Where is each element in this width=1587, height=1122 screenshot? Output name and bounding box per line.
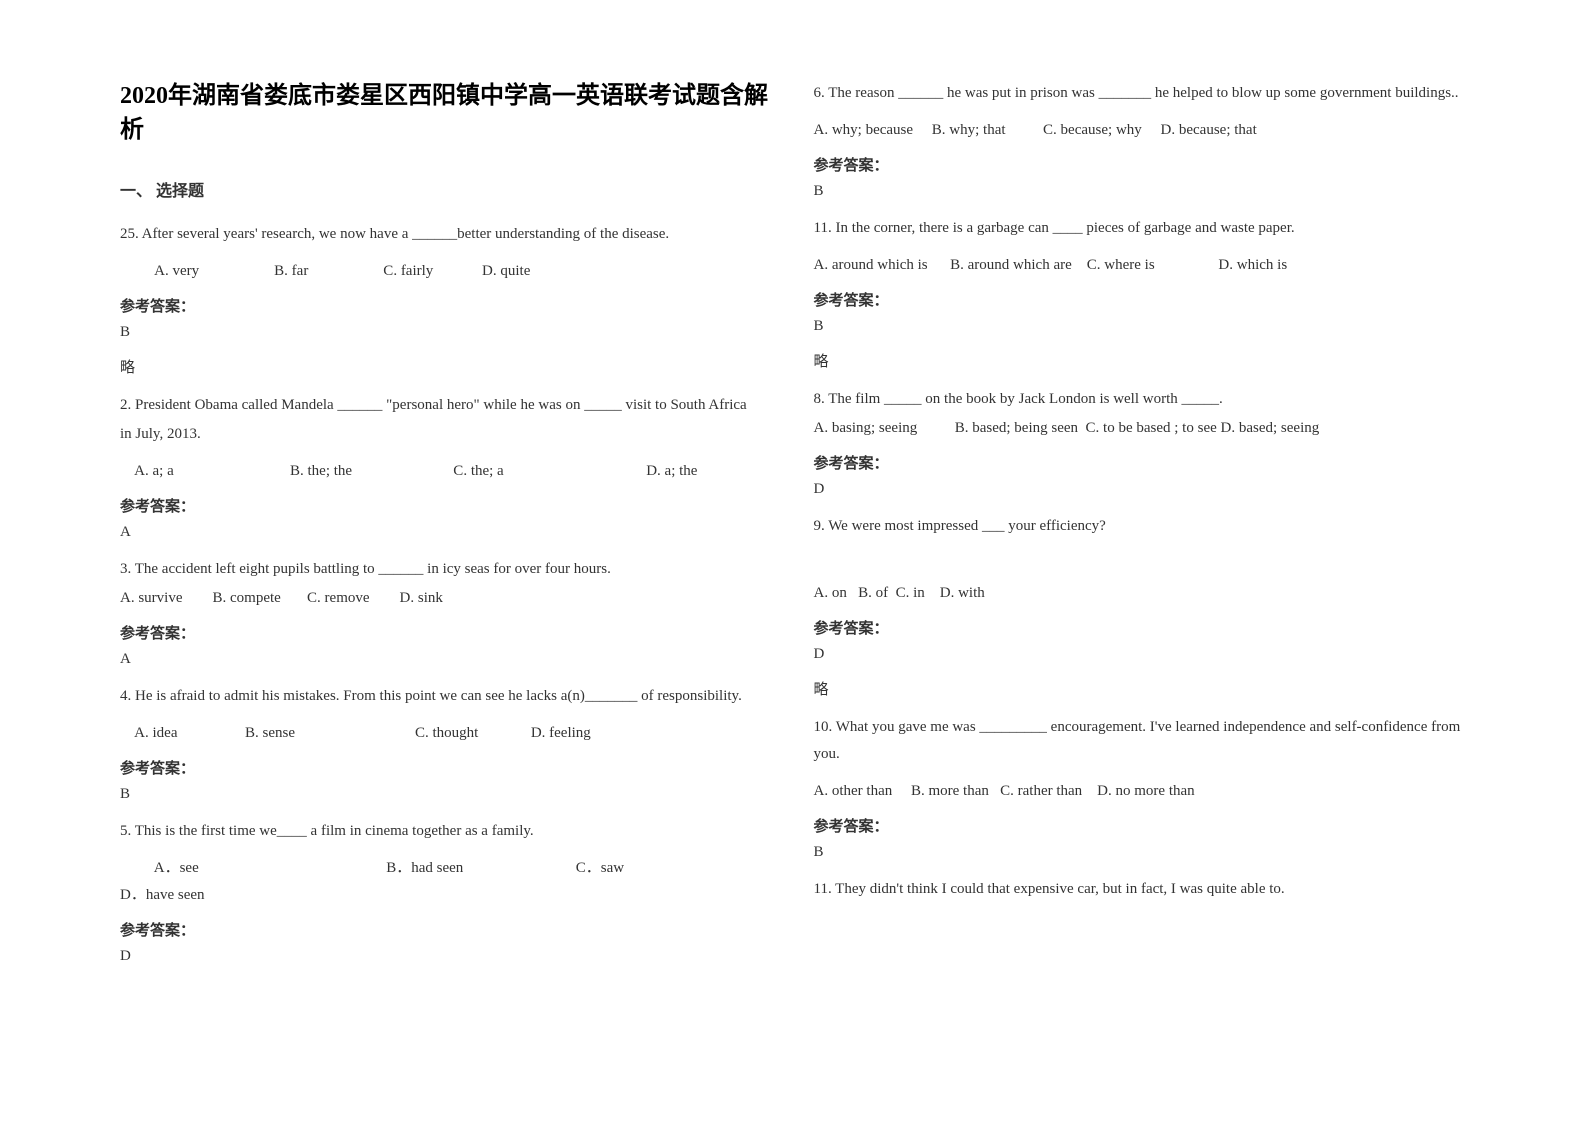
q8-text: 8. The film _____ on the book by Jack Lo…: [814, 386, 1468, 413]
q2-options: A. a; a B. the; the C. the; a D. a; the: [120, 458, 774, 485]
q5-options: A．see B．had seen C．saw D．have seen: [120, 855, 774, 909]
q3-answer: A: [120, 651, 774, 668]
q11a-answer-label: 参考答案：: [814, 289, 1468, 310]
page-title: 2020年湖南省娄底市娄星区西阳镇中学高一英语联考试题含解析: [120, 80, 774, 147]
q8-answer-label: 参考答案：: [814, 452, 1468, 473]
q2-answer: A: [120, 524, 774, 541]
spacer: [814, 550, 1468, 580]
q10-text: 10. What you gave me was _________ encou…: [814, 714, 1468, 768]
q2-text: 2. President Obama called Mandela ______…: [120, 392, 774, 419]
q25-answer: B: [120, 324, 774, 341]
right-column: 6. The reason ______ he was put in priso…: [794, 80, 1488, 1082]
q3-answer-label: 参考答案：: [120, 622, 774, 643]
exam-page: 2020年湖南省娄底市娄星区西阳镇中学高一英语联考试题含解析 一、 选择题 25…: [0, 0, 1587, 1122]
q3-text: 3. The accident left eight pupils battli…: [120, 556, 774, 583]
q4-options: A. idea B. sense C. thought D. feeling: [120, 720, 774, 747]
q11a-options: A. around which is B. around which are C…: [814, 252, 1468, 279]
q5-text: 5. This is the first time we____ a film …: [120, 818, 774, 845]
q9-answer-label: 参考答案：: [814, 617, 1468, 638]
q2-text2: in July, 2013.: [120, 421, 774, 448]
q8-answer: D: [814, 481, 1468, 498]
q11b-text: 11. They didn't think I could that expen…: [814, 876, 1468, 903]
q4-text: 4. He is afraid to admit his mistakes. F…: [120, 683, 774, 710]
q5-answer-label: 参考答案：: [120, 919, 774, 940]
q10-answer: B: [814, 844, 1468, 861]
q9-options: A. on B. of C. in D. with: [814, 580, 1468, 607]
q25-omit: 略: [120, 356, 774, 377]
q9-text: 9. We were most impressed ___ your effic…: [814, 513, 1164, 540]
q6-answer-label: 参考答案：: [814, 154, 1468, 175]
q11a-answer: B: [814, 318, 1468, 335]
q6-text: 6. The reason ______ he was put in priso…: [814, 80, 1468, 107]
q2-answer-label: 参考答案：: [120, 495, 774, 516]
q10-options: A. other than B. more than C. rather tha…: [814, 778, 1468, 805]
q9-omit: 略: [814, 678, 1468, 699]
q4-answer: B: [120, 786, 774, 803]
q9-answer: D: [814, 646, 1468, 663]
q5-answer: D: [120, 948, 774, 965]
q4-answer-label: 参考答案：: [120, 757, 774, 778]
section-header: 一、 选择题: [120, 177, 774, 201]
q25-text: 25. After several years' research, we no…: [120, 221, 774, 248]
q11a-omit: 略: [814, 350, 1468, 371]
q8-options: A. basing; seeing B. based; being seen C…: [814, 415, 1468, 442]
q25-answer-label: 参考答案：: [120, 295, 774, 316]
q6-options: A. why; because B. why; that C. because;…: [814, 117, 1468, 144]
q10-answer-label: 参考答案：: [814, 815, 1468, 836]
left-column: 2020年湖南省娄底市娄星区西阳镇中学高一英语联考试题含解析 一、 选择题 25…: [100, 80, 794, 1082]
q3-options: A. survive B. compete C. remove D. sink: [120, 585, 774, 612]
q11a-text: 11. In the corner, there is a garbage ca…: [814, 215, 1468, 242]
q6-answer: B: [814, 183, 1468, 200]
q25-options: A. very B. far C. fairly D. quite: [120, 258, 774, 285]
